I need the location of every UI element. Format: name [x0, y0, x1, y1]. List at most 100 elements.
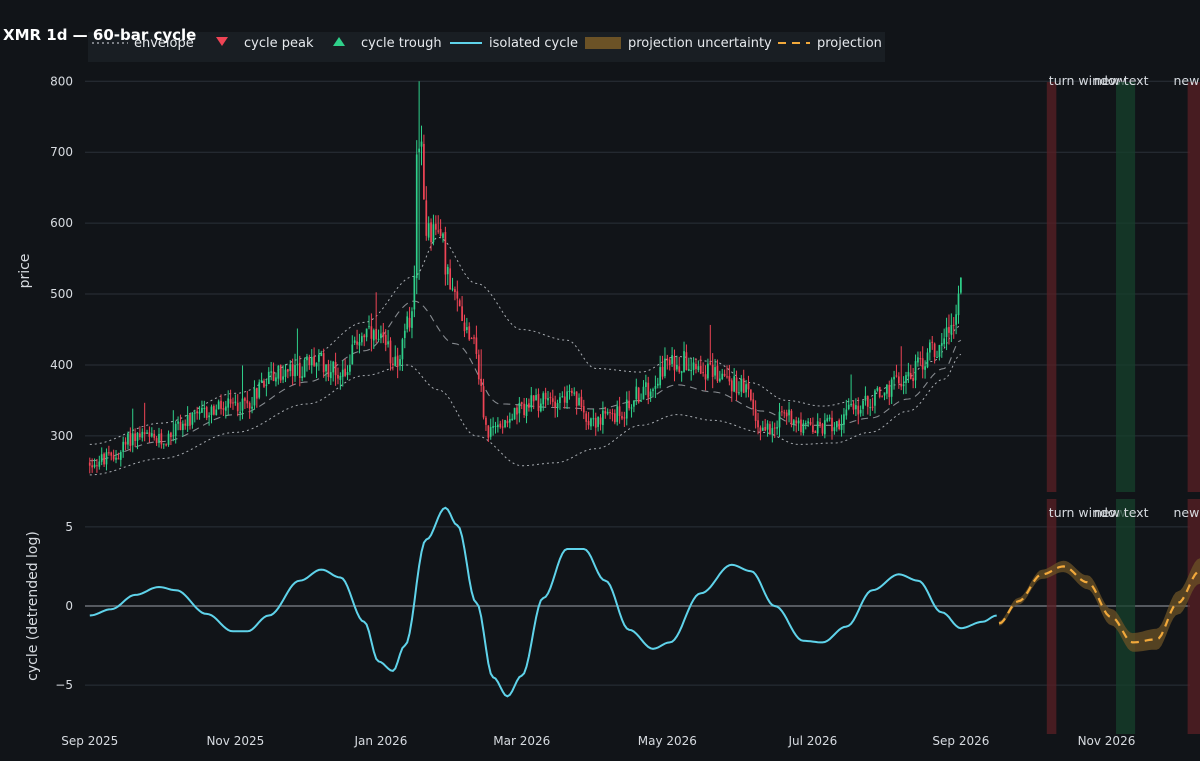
- candle-body: [785, 412, 788, 417]
- candle-body: [193, 412, 196, 414]
- candle-body: [812, 425, 814, 433]
- candle-body: [680, 371, 683, 373]
- candle-body: [380, 333, 382, 339]
- candle-body: [389, 340, 392, 364]
- candle-body: [590, 418, 592, 427]
- candle-body: [847, 404, 850, 410]
- candle-body: [186, 414, 189, 427]
- candle-body: [213, 405, 215, 415]
- candle-body: [659, 367, 662, 386]
- candle-body: [439, 228, 442, 236]
- candle-body: [131, 433, 134, 446]
- candle-body: [549, 396, 552, 398]
- candle-body: [344, 368, 346, 376]
- candle-body: [167, 433, 170, 445]
- candle-body: [621, 416, 623, 419]
- candle-body: [823, 420, 826, 435]
- candle-body: [449, 268, 452, 290]
- candle-body: [411, 311, 413, 328]
- candle-body: [518, 402, 521, 414]
- candle-body: [418, 148, 420, 153]
- candle-body: [855, 405, 857, 410]
- legend-swatch-peak: [216, 37, 228, 46]
- candle-body: [730, 380, 733, 392]
- candle-body: [900, 383, 903, 387]
- candle-body: [351, 344, 354, 365]
- candle-body: [931, 341, 934, 343]
- candle-body: [341, 369, 344, 377]
- candle-body: [296, 364, 299, 366]
- candles: [88, 81, 962, 474]
- candle-body: [917, 357, 919, 363]
- candle-body: [926, 352, 929, 368]
- candle-body: [272, 371, 275, 381]
- candle-body: [800, 419, 802, 433]
- candle-body: [864, 395, 867, 401]
- candle-body: [881, 396, 883, 398]
- candle-body: [463, 322, 466, 332]
- candle-body: [198, 411, 201, 414]
- legend-item: projection uncertainty: [585, 36, 772, 51]
- candle-body: [888, 384, 891, 398]
- candle-body: [914, 361, 917, 381]
- candle-body: [835, 421, 838, 428]
- candle-body: [117, 458, 120, 460]
- candle-body: [473, 337, 475, 339]
- candle-body: [747, 383, 750, 390]
- candle-body: [150, 433, 153, 437]
- candle-body: [368, 326, 370, 328]
- candle-body: [523, 403, 525, 416]
- candle-body: [604, 411, 607, 414]
- candle-body: [773, 427, 776, 429]
- candle-body: [511, 418, 514, 421]
- candle-body: [224, 406, 227, 411]
- candle-body: [613, 413, 616, 423]
- candle-body: [155, 438, 158, 444]
- window-band: [1116, 82, 1136, 492]
- projection-path: [998, 565, 1200, 644]
- candle-body: [592, 418, 595, 420]
- candle-body: [642, 386, 645, 400]
- candle-body: [539, 403, 542, 412]
- candle-body: [597, 416, 599, 427]
- candle-body: [895, 375, 898, 377]
- candle-body: [692, 362, 695, 370]
- candle-body: [886, 384, 888, 394]
- candle-body: [563, 396, 566, 403]
- candle-body: [783, 412, 786, 414]
- isolated-cycle-line: [89, 506, 997, 698]
- candle-body: [444, 232, 447, 275]
- candle-body: [778, 411, 781, 428]
- candle-body: [924, 366, 926, 370]
- candle-body: [707, 363, 709, 379]
- window-band: [1187, 499, 1200, 734]
- candle-body: [580, 396, 583, 407]
- candle-body: [103, 453, 105, 465]
- candle-body: [434, 223, 437, 230]
- candle-body: [866, 395, 869, 407]
- candle-body: [477, 354, 480, 380]
- candle-body: [153, 433, 156, 438]
- x-tick-label: Jul 2026: [787, 734, 837, 748]
- candle-body: [346, 372, 349, 376]
- legend-label: cycle peak: [244, 36, 314, 51]
- candle-body: [480, 378, 483, 386]
- candle-body: [516, 407, 518, 415]
- candle-body: [807, 421, 810, 424]
- candle-body: [430, 222, 432, 243]
- candle-body: [678, 366, 681, 372]
- candle-body: [196, 411, 199, 414]
- candle-body: [403, 330, 406, 339]
- candle-body: [494, 426, 497, 428]
- candle-body: [396, 355, 399, 367]
- legend-label: cycle trough: [361, 36, 442, 51]
- legend-item: isolated cycle: [450, 36, 578, 51]
- candle-body: [520, 402, 523, 405]
- legend-label: envelope: [134, 36, 194, 51]
- candle-body: [542, 393, 545, 405]
- envelope-upper: [89, 236, 962, 445]
- candle-body: [561, 396, 564, 398]
- candle-body: [644, 382, 647, 388]
- candle-body: [215, 409, 218, 416]
